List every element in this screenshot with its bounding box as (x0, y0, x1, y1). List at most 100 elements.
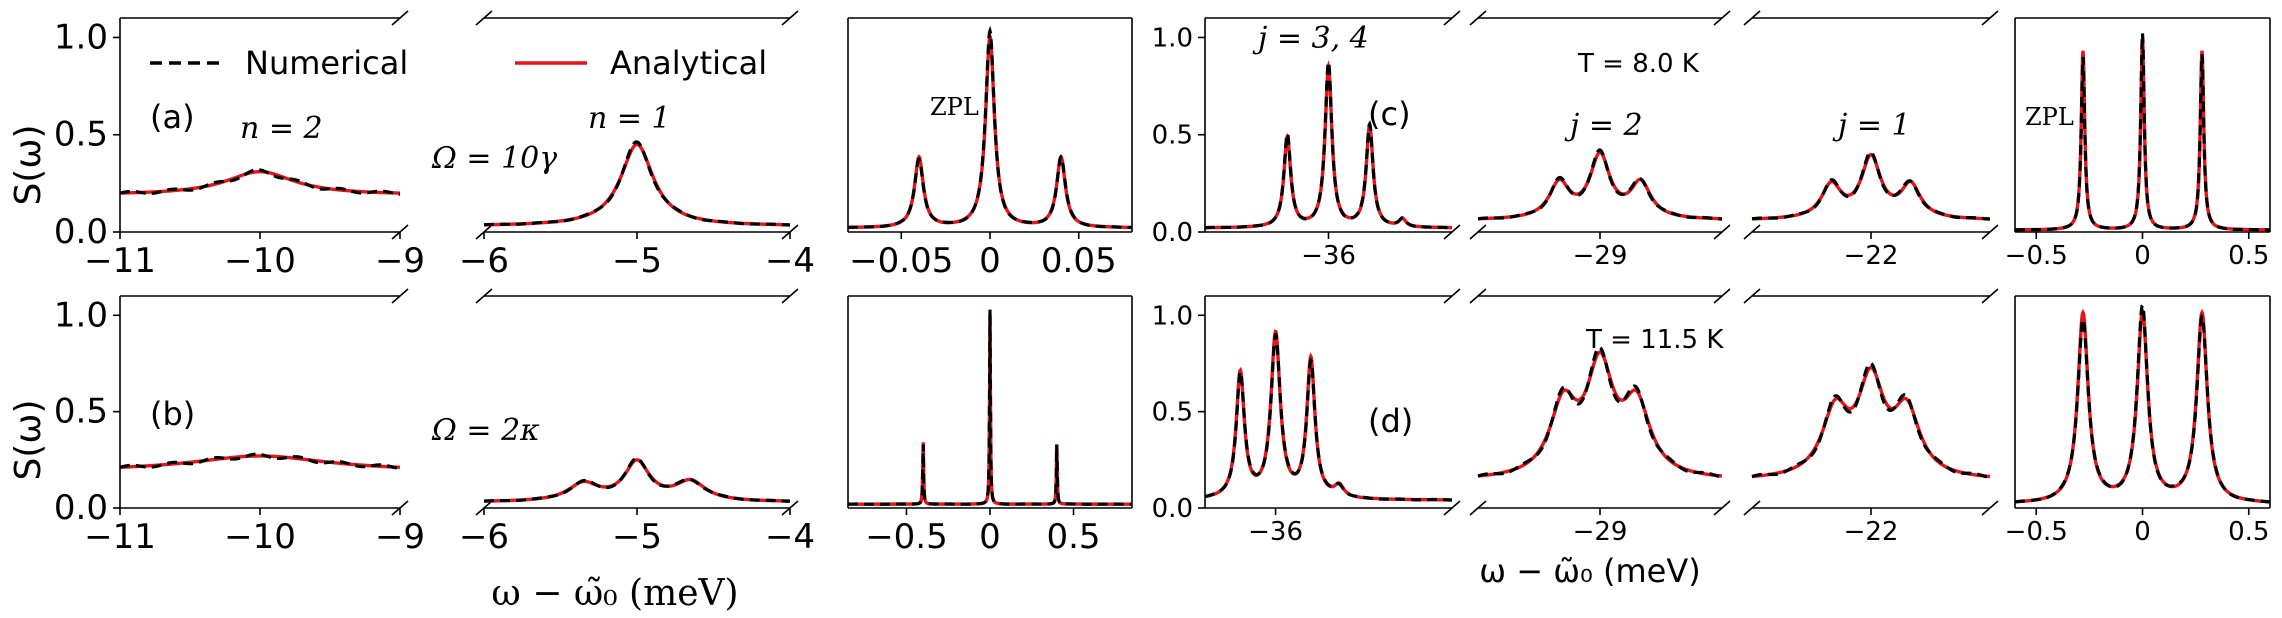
panel-a2-numerical-line (483, 140, 791, 227)
panel-b1-xtick-label-2: −9 (375, 517, 425, 557)
panel-a1-break-tr (391, 10, 409, 26)
panel-a3-xtick-label-2: 0.05 (1041, 241, 1117, 281)
panel-d1-break-tr (1443, 288, 1461, 304)
panel-b1-xtick-label-1: −10 (224, 517, 296, 557)
panel-c3-break-br (1981, 224, 1999, 240)
panel-c1-ytick-label-1: 0.5 (1152, 121, 1193, 151)
panel-d1-ytick-label-1: 0.5 (1152, 398, 1193, 428)
panel-b1-break-tr (391, 288, 409, 304)
panel-d1-break-br (1443, 500, 1461, 516)
panel-d2-analytical-line (1477, 350, 1723, 478)
panel-b3-xtick-label-2: 0.5 (1046, 517, 1100, 557)
panel-a3-numerical-line (847, 25, 1133, 230)
panel-a2-break-tr (781, 10, 799, 26)
annotation-temp-11-5K: T = 11.5 K (1585, 325, 1724, 355)
panel-c1-break-tr (1443, 10, 1461, 26)
panel-b3-numerical-line (847, 309, 1132, 506)
panel-label-b: (b) (150, 395, 195, 433)
panel-b1-analytical-line (119, 454, 401, 469)
panel-d1-ytick-label-2: 1.0 (1152, 301, 1193, 331)
panel-d4-xtick-label-0: −0.5 (2005, 517, 2068, 547)
panel-d3-break-br (1981, 500, 1999, 516)
panel-d2-break-bl (1469, 500, 1487, 516)
panel-a1-ytick-label-2: 1.0 (54, 17, 108, 57)
panel-c2-xtick-label-0: −29 (1573, 241, 1628, 271)
panel-d4-xtick-label-2: 0.5 (2228, 517, 2269, 547)
panel-d2-xtick-label-0: −29 (1573, 517, 1628, 547)
panel-a1-ytick-label-1: 0.5 (54, 115, 108, 155)
panel-d2-numerical-line (1477, 345, 1723, 479)
panel-a2-break-tl (475, 10, 493, 26)
panel-a3-analytical-line (847, 30, 1133, 230)
annotation-j34: j = 3, 4 (1252, 21, 1369, 56)
panel-b2-xtick-label-0: −6 (459, 517, 509, 557)
panel-c1-xtick-label-0: −36 (1301, 241, 1356, 271)
panel-a1-analytical-line (119, 169, 401, 195)
panel-b2-analytical-line (483, 458, 791, 503)
panel-c1-ytick-label-2: 1.0 (1152, 23, 1193, 53)
panel-label-a: (a) (150, 98, 195, 136)
annotation-temp-8K: T = 8.0 K (1577, 49, 1700, 79)
legend-analytical-label: Analytical (610, 44, 767, 82)
annotation-zpl-a: ZPL (930, 93, 979, 121)
panel-c1-numerical-line (1204, 61, 1453, 230)
y-axis-label-top: S(ω) (8, 124, 49, 205)
panel-d4-xtick-label-1: 0 (2134, 517, 2151, 547)
panel-d3-analytical-line (1751, 365, 1991, 479)
panel-b1-xtick-label-0: −11 (84, 517, 156, 557)
panel-b2-numerical-line (483, 456, 791, 503)
panel-b2-break-tr (781, 288, 799, 304)
panel-d1-xtick-label-0: −36 (1248, 517, 1303, 547)
panel-a2-xtick-label-1: −5 (612, 241, 662, 281)
panel-c4-xtick-label-1: 0 (2134, 241, 2151, 271)
panel-d3-break-tl (1743, 288, 1761, 304)
panel-d4-analytical-line (2014, 307, 2271, 504)
panel-d3-break-tr (1981, 288, 1999, 304)
annotation-n1: n = 1 (588, 101, 671, 136)
panel-a2-xtick-label-0: −6 (459, 241, 509, 281)
panel-b2-xtick-label-1: −5 (612, 517, 662, 557)
panel-c4-numerical-line (2015, 33, 2270, 232)
panel-c3-break-bl (1743, 224, 1761, 240)
annotation-n2: n = 2 (240, 111, 323, 146)
panel-b1-ytick-label-2: 1.0 (54, 295, 108, 335)
panel-d4-numerical-line (2014, 301, 2271, 504)
panel-a2-xtick-label-2: −4 (765, 241, 815, 281)
panel-c2-analytical-line (1477, 150, 1723, 221)
panel-c2-break-tr (1713, 10, 1731, 26)
panel-c3-xtick-label-0: −22 (1844, 241, 1899, 271)
panel-a3-xtick-label-0: −0.05 (849, 241, 953, 281)
panel-c2-break-br (1713, 224, 1731, 240)
panel-b1-ytick-label-1: 0.5 (54, 392, 108, 432)
x-axis-label-left: ω − ω̃₀ (meV) (491, 573, 738, 614)
panel-label-c: (c) (1368, 95, 1411, 133)
panel-b3-xtick-label-0: −0.5 (865, 517, 948, 557)
panel-a1-ytick-label-0: 0.0 (54, 212, 108, 252)
annotation-j2: j = 2 (1564, 108, 1643, 143)
panel-d2-break-tl (1469, 288, 1487, 304)
panel-d3-break-bl (1743, 500, 1761, 516)
panel-b3-xtick-label-1: 0 (979, 517, 1001, 557)
panel-c3-numerical-line (1751, 150, 1991, 221)
annotation-zpl-c: ZPL (2025, 103, 2074, 131)
legend-numerical-label: Numerical (245, 44, 408, 82)
panel-a1-xtick-label-1: −10 (224, 241, 296, 281)
panel-d1-ytick-label-0: 0.0 (1152, 494, 1193, 524)
panel-d1-analytical-line (1204, 329, 1453, 502)
panel-a3-xtick-label-1: 0 (979, 241, 1001, 281)
panel-a1-xtick-label-2: −9 (375, 241, 425, 281)
panel-label-d: (d) (1368, 402, 1413, 440)
panel-c3-break-tl (1743, 10, 1761, 26)
panel-c3-analytical-line (1751, 152, 1991, 221)
panel-d3-xtick-label-0: −22 (1844, 517, 1899, 547)
panel-c1-analytical-line (1205, 59, 1452, 230)
panel-b2-break-tl (475, 288, 493, 304)
panel-d1-numerical-line (1204, 332, 1453, 502)
panel-a1-numerical-line (119, 168, 401, 196)
panel-c1-ytick-label-0: 0.0 (1152, 218, 1193, 248)
panel-c4-xtick-label-0: −0.5 (2005, 241, 2068, 271)
panel-a1-xtick-label-0: −11 (84, 241, 156, 281)
x-axis-label-right: ω − ω̃₀ (meV) (1479, 552, 1700, 590)
annotation-j1: j = 1 (1832, 108, 1911, 143)
